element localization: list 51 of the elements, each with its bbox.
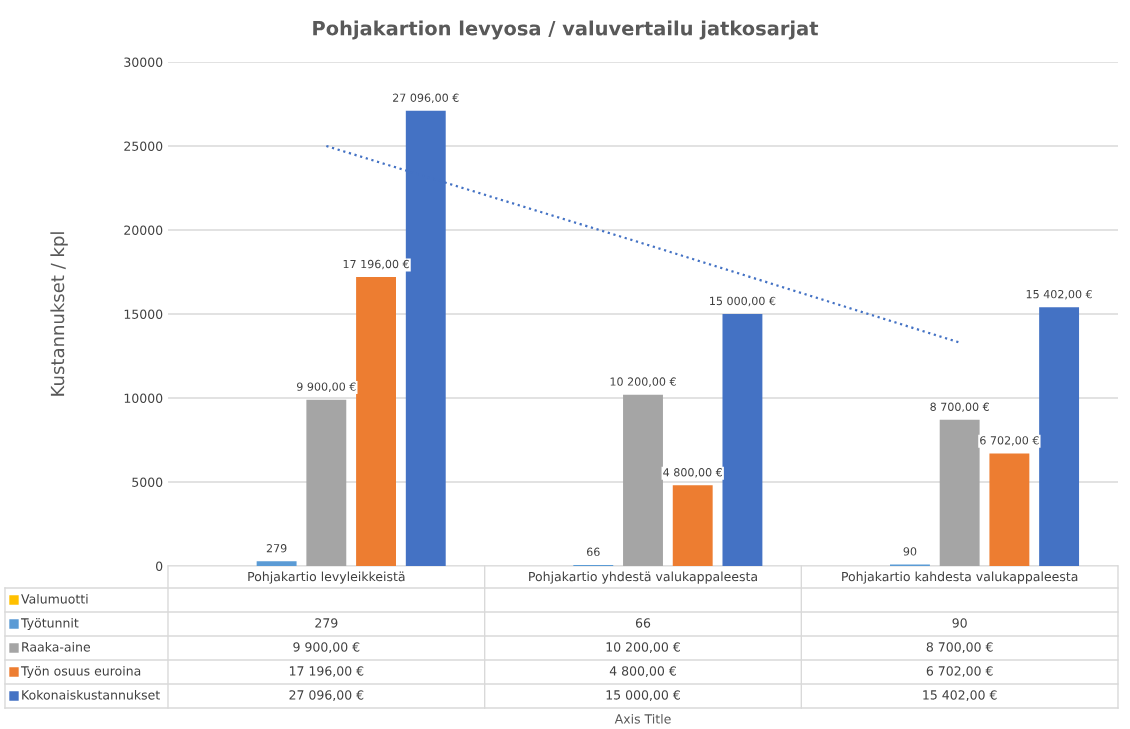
bar bbox=[306, 399, 347, 566]
text: 6 702,00 € bbox=[980, 436, 1039, 446]
chart-title: Pohjakartion levyosa / valuvertailu jatkosarjat bbox=[313, 20, 819, 40]
data-label: 15 402,00 € bbox=[923, 690, 997, 701]
text: 9 900,00 € bbox=[296, 382, 356, 392]
text: 4 800,00 € bbox=[663, 468, 723, 478]
bar bbox=[989, 453, 1030, 566]
data-label: 27 096,00 € bbox=[289, 690, 364, 701]
bar bbox=[722, 314, 763, 566]
legend-label: Raaka-aine bbox=[22, 641, 90, 652]
text: 279 bbox=[266, 544, 287, 553]
data-label: 279 bbox=[315, 618, 338, 628]
y-tick-label: 30000 bbox=[124, 57, 163, 67]
legend-label: Työn osuus euroina bbox=[20, 665, 141, 679]
text: Axis Title bbox=[614, 713, 671, 724]
text: 10 200,00 € bbox=[610, 377, 676, 387]
data-label: 17 196,00 € bbox=[289, 666, 364, 677]
legend-label: Valumuotti bbox=[21, 593, 88, 604]
bar bbox=[1039, 307, 1080, 566]
text: 17 196,00 € bbox=[343, 259, 409, 270]
y-tick-label: 0 bbox=[156, 561, 163, 571]
data-label: 6 702,00 € bbox=[926, 666, 993, 677]
x-tick-label: Pohjakartio yhdestä valukappaleesta bbox=[529, 571, 757, 584]
data-label: 66 bbox=[635, 618, 651, 628]
data-label: 10 200,00 € bbox=[606, 642, 680, 653]
y-tick-label: 15000 bbox=[124, 309, 163, 319]
data-label: 8 700,00 € bbox=[926, 642, 993, 653]
text: 27 096,00 € bbox=[393, 93, 459, 104]
bar bbox=[356, 277, 396, 566]
bar bbox=[939, 419, 980, 566]
bar bbox=[256, 561, 297, 566]
y-tick-label: 20000 bbox=[124, 225, 163, 235]
y-tick-label: 25000 bbox=[124, 141, 163, 151]
data-label: 15 000,00 € bbox=[606, 690, 680, 701]
data-label: 4 800,00 € bbox=[609, 666, 676, 677]
bar bbox=[672, 485, 713, 566]
text: 90 bbox=[903, 547, 917, 556]
legend-label: Työtunnit bbox=[20, 617, 79, 631]
data-label: 90 bbox=[952, 618, 967, 628]
x-tick-label: Pohjakartio levyleikkeistä bbox=[248, 571, 405, 584]
text: 15 402,00 € bbox=[1026, 289, 1092, 300]
y-tick-label: 10000 bbox=[124, 393, 163, 403]
data-label: 9 900,00 € bbox=[293, 642, 360, 653]
x-tick-label: Pohjakartio kahdesta valukappaleesta bbox=[842, 571, 1078, 584]
y-tick-label: 5000 bbox=[132, 477, 163, 487]
bar bbox=[623, 394, 663, 566]
text: 66 bbox=[586, 547, 600, 557]
y-axis-title: Kustannukset / kpl bbox=[50, 232, 68, 396]
legend-label: Kokonaiskustannukset bbox=[22, 689, 160, 700]
text: 8 700,00 € bbox=[930, 402, 989, 413]
text: 15 000,00 € bbox=[710, 296, 776, 307]
